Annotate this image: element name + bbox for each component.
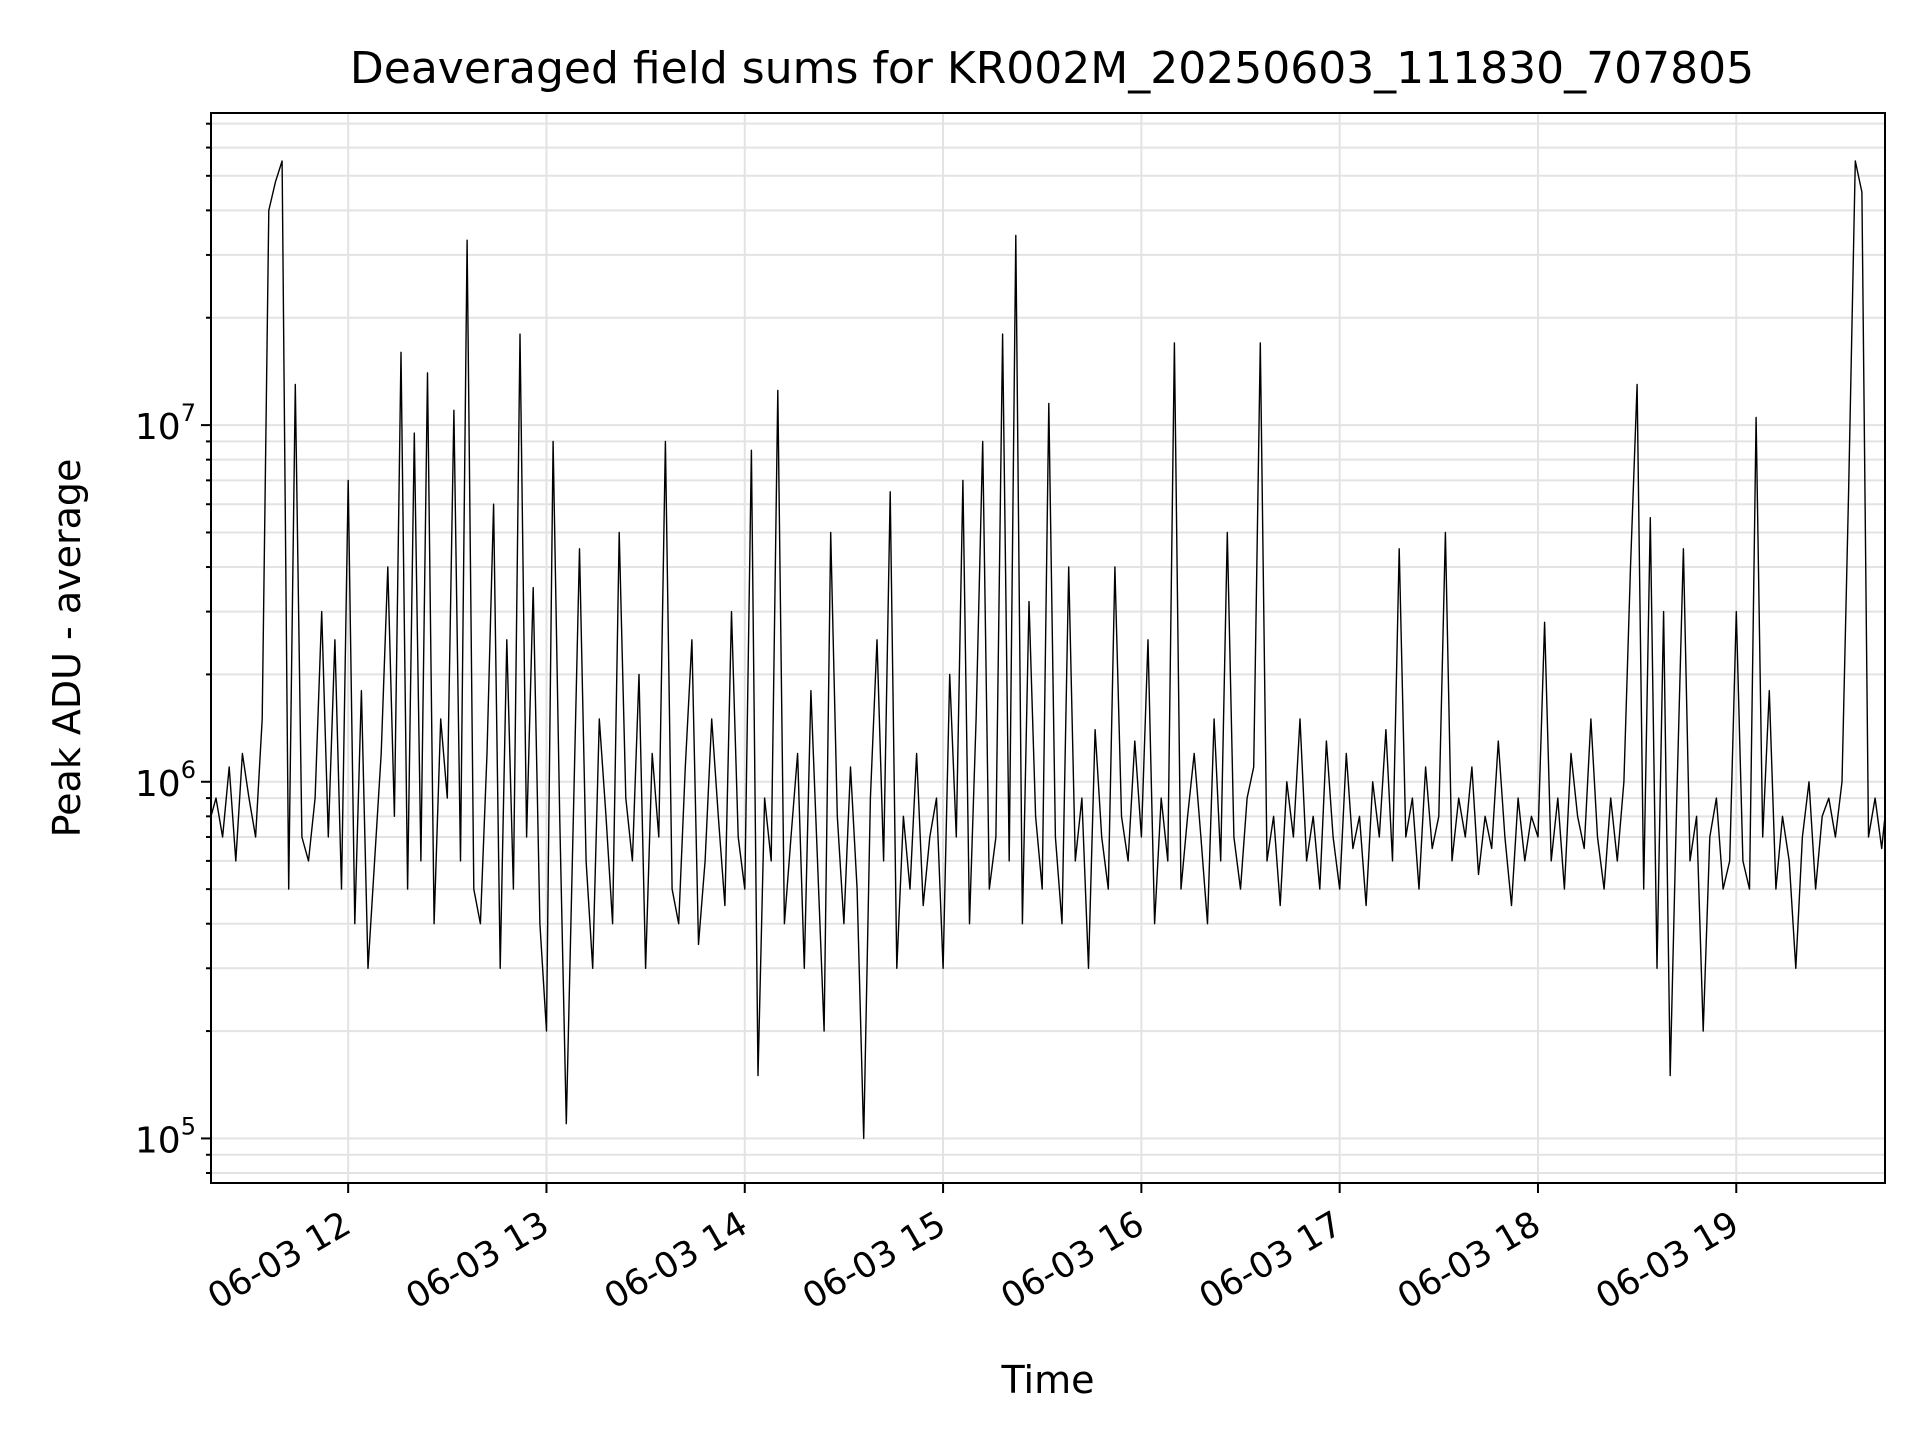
- series-line: [210, 160, 1886, 1140]
- y-tick-label: 107: [135, 399, 196, 448]
- y-tick-label-base: 10: [135, 764, 181, 805]
- plot-area: [210, 160, 1886, 1140]
- y-tick-label: 105: [135, 1112, 196, 1161]
- y-tick-label-exponent: 5: [181, 1112, 196, 1140]
- y-tick-label-exponent: 6: [181, 756, 196, 784]
- y-tick-label-exponent: 7: [181, 399, 196, 427]
- axes-frame: [210, 112, 1886, 1184]
- chart-title: Deaveraged field sums for KR002M_2025060…: [350, 43, 1754, 94]
- y-tick-label-base: 10: [135, 407, 181, 448]
- y-axis-label: Peak ADU - average: [45, 459, 89, 838]
- x-axis-label: Time: [1001, 1358, 1095, 1402]
- y-tick-label: 106: [135, 756, 196, 805]
- y-tick-label-base: 10: [135, 1120, 181, 1161]
